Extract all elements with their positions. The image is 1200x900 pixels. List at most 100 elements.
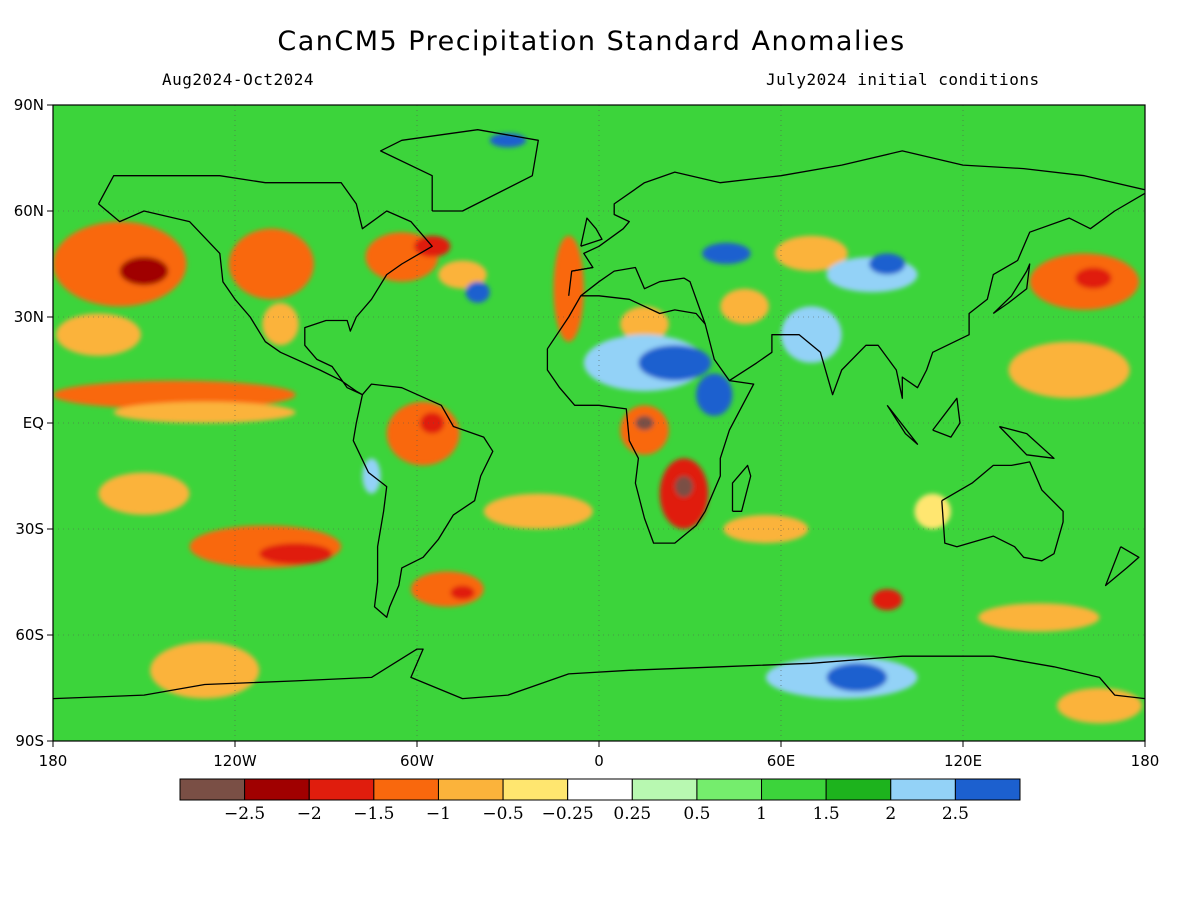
lat-tick-label: 90N <box>14 96 44 114</box>
chart-title: CanCM5 Precipitation Standard Anomalies <box>277 26 906 57</box>
anomaly-region <box>638 345 712 381</box>
lon-tick-label: 180 <box>39 752 68 770</box>
initial-conditions: July2024 initial conditions <box>766 70 1040 89</box>
coastline <box>729 192 1145 399</box>
anomaly-region <box>553 235 584 342</box>
colorbar-swatch <box>179 778 246 801</box>
anomaly-region <box>259 543 333 565</box>
coastlines <box>53 129 1145 700</box>
colorbar: −2.5 −2 −1.5 −1 −0.5 −0.25 0.25 0.5 1 1.5 2 2.5 <box>179 778 1021 824</box>
lon-tick-label: 180 <box>1131 752 1160 770</box>
anomaly-region <box>228 228 314 300</box>
lat-tick-label: 60N <box>14 202 44 220</box>
anomaly-region <box>262 302 299 346</box>
forecast-period: Aug2024-Oct2024 <box>162 70 314 89</box>
coastline <box>998 425 1055 459</box>
colorbar-label: −1.5 <box>353 804 394 824</box>
colorbar-swatch <box>373 778 439 801</box>
anomaly-region <box>53 221 187 307</box>
lon-tick-label: 60E <box>767 752 796 770</box>
anomaly-region <box>620 306 669 342</box>
coastline <box>941 461 1064 562</box>
colorbar-label: 1 <box>756 804 767 824</box>
colorbar-label: −0.25 <box>542 804 594 824</box>
anomaly-region <box>826 663 888 692</box>
colorbar-swatch <box>308 778 375 801</box>
axis-ticks: 90N 60N 30N EQ 30S 60S 90S 180 120W 60W 0 60E 120E 18… <box>14 96 1160 770</box>
colorbar-label: −1 <box>426 804 451 824</box>
anomaly-region <box>702 242 751 264</box>
coastline <box>731 464 752 512</box>
colorbar-label: 0.25 <box>613 804 651 824</box>
lat-tick-label: 90S <box>15 732 44 750</box>
coastline <box>886 404 919 445</box>
gridlines <box>53 105 1145 741</box>
anomaly-region <box>362 458 381 494</box>
lon-tick-label: 120E <box>944 752 982 770</box>
colorbar-swatch <box>825 778 892 801</box>
anomaly-region <box>53 380 296 409</box>
colorbar-label: 2 <box>885 804 896 824</box>
colorbar-swatch <box>244 778 310 801</box>
lat-tick-label: 60S <box>15 626 44 644</box>
colorbar-swatch <box>890 778 956 801</box>
coastline <box>53 648 1145 700</box>
lon-tick-label: 120W <box>213 752 257 770</box>
colorbar-label: 1.5 <box>813 804 840 824</box>
colorbar-label: −2.5 <box>224 804 265 824</box>
anomaly-region <box>781 306 842 363</box>
anomaly-region <box>465 281 490 303</box>
anomaly-region <box>720 288 769 325</box>
coastline <box>932 397 961 438</box>
colorbar-swatch <box>502 778 569 801</box>
coastline <box>97 175 433 396</box>
coastline <box>580 266 706 325</box>
colorbar-swatch <box>567 778 633 801</box>
coastline <box>568 150 1145 296</box>
lon-tick-label: 0 <box>594 752 604 770</box>
coastline <box>992 263 1031 315</box>
coastline <box>379 129 539 212</box>
lon-tick-label: 60W <box>400 752 434 770</box>
colorbar-label: −2 <box>297 804 322 824</box>
colorbar-swatch <box>631 778 698 801</box>
anomaly-region <box>150 642 260 699</box>
anomaly-region <box>113 401 296 423</box>
anomaly-region <box>483 493 593 529</box>
anomaly-region <box>978 603 1100 632</box>
coastline <box>352 383 494 618</box>
colorbar-label: 2.5 <box>942 804 969 824</box>
lat-tick-label: 30N <box>14 308 44 326</box>
anomaly-region <box>1008 341 1130 399</box>
anomaly-region <box>872 589 903 611</box>
anomaly-region <box>723 514 809 544</box>
colorbar-label: −0.5 <box>482 804 523 824</box>
anomaly-fields <box>53 133 1142 724</box>
coastline <box>546 295 755 544</box>
anomaly-region <box>386 401 460 466</box>
anomaly-region <box>1075 267 1112 289</box>
colorbar-swatch <box>954 778 1021 801</box>
anomaly-region <box>620 405 669 455</box>
colorbar-swatch <box>696 778 763 801</box>
anomaly-region <box>774 235 848 272</box>
lat-tick-label: 30S <box>15 520 44 538</box>
anomaly-region <box>450 585 475 600</box>
anomaly-region <box>1057 688 1142 724</box>
colorbar-label: 0.5 <box>683 804 710 824</box>
anomaly-region <box>674 476 694 498</box>
lat-tick-label: EQ <box>23 414 44 432</box>
coastline <box>580 217 603 247</box>
anomaly-region <box>438 260 487 289</box>
anomaly-region <box>420 412 445 434</box>
anomaly-region <box>98 472 190 515</box>
coastline <box>571 266 594 272</box>
coastline <box>1104 546 1140 587</box>
colorbar-swatch <box>761 778 827 801</box>
anomaly-region <box>635 415 654 431</box>
anomaly-region <box>56 313 141 356</box>
anomaly-region <box>868 253 906 275</box>
anomaly-region <box>119 256 169 286</box>
colorbar-swatch <box>437 778 504 801</box>
